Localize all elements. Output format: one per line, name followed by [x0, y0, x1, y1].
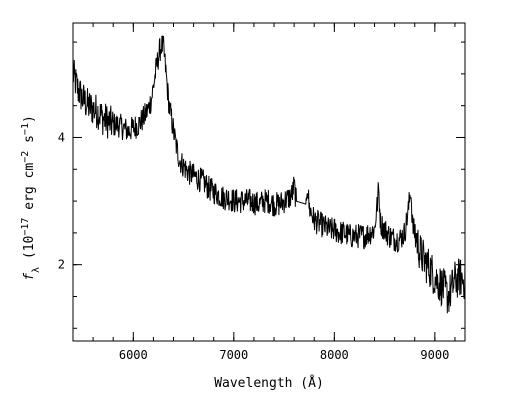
- y-axis-title-part: ): [22, 115, 37, 123]
- y-axis-title-part: s: [22, 135, 37, 151]
- x-axis-title: Wavelength (Å): [214, 375, 324, 391]
- y-axis-title-part: λ: [31, 267, 42, 273]
- plot-border: [72, 22, 466, 342]
- y-axis-title-part: −1: [20, 123, 31, 135]
- y-axis-title-part: (10: [22, 236, 37, 267]
- y-tick-label: 4: [58, 130, 65, 144]
- x-tick-label: 6000: [119, 348, 148, 362]
- y-axis-title-part: erg cm: [22, 163, 37, 218]
- x-tick-label: 7000: [219, 348, 248, 362]
- y-axis-title-part: f: [22, 273, 37, 281]
- x-tick-label: 9000: [420, 348, 449, 362]
- y-axis-title-part: −2: [20, 151, 31, 163]
- spectrum-series: [72, 35, 466, 314]
- y-axis-title-part: −17: [20, 218, 31, 236]
- x-tick-label: 8000: [320, 348, 349, 362]
- spectrum-line: [72, 35, 466, 314]
- y-axis-title: fλ (10−17 erg cm−2 s−1): [20, 115, 42, 281]
- plot-frame: [72, 22, 466, 342]
- axis-ticks: [72, 23, 465, 341]
- tick-labels: 6000 7000 8000 9000 2 4: [58, 130, 450, 362]
- y-tick-label: 2: [58, 258, 65, 272]
